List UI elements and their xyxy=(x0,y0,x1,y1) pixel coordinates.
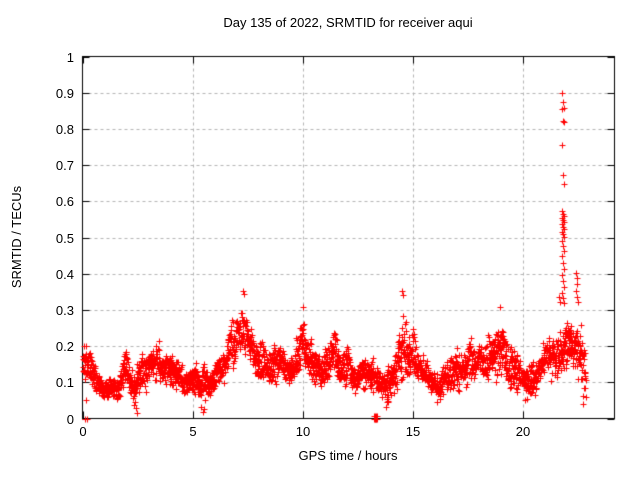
y-tick-label: 0.3 xyxy=(55,302,74,318)
y-tick-label: 0.4 xyxy=(55,266,74,282)
x-tick-label: 10 xyxy=(295,424,311,439)
y-tick-label: 0 xyxy=(66,411,74,427)
y-tick-label: 0.6 xyxy=(55,194,74,210)
y-tick-label: 0.9 xyxy=(55,85,74,101)
y-tick-label: 0.5 xyxy=(55,230,74,246)
y-axis-label: SRMTID / TECUs xyxy=(9,185,24,289)
y-tick-label: 0.2 xyxy=(55,339,74,355)
x-tick-label: 0 xyxy=(79,424,87,439)
y-tick-label: 0.8 xyxy=(55,121,74,137)
x-tick-label: 5 xyxy=(189,424,197,439)
y-tick-label: 1 xyxy=(66,49,74,65)
chart-title: Day 135 of 2022, SRMTID for receiver aqu… xyxy=(223,15,473,30)
x-tick-label: 20 xyxy=(515,424,531,439)
x-tick-label: 15 xyxy=(405,424,421,439)
y-tick-label: 0.7 xyxy=(55,158,74,174)
y-tick-label: 0.1 xyxy=(55,375,74,391)
x-axis-label: GPS time / hours xyxy=(298,448,398,463)
